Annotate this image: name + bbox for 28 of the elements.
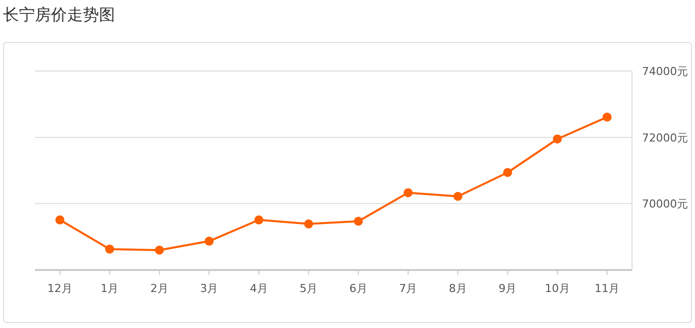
point bbox=[304, 219, 314, 228]
point bbox=[404, 188, 413, 198]
x-tick-label: 4月 bbox=[250, 282, 268, 295]
point bbox=[552, 134, 562, 144]
y-tick-label: 74000元 bbox=[642, 65, 688, 78]
y-tick-label: 72000元 bbox=[642, 131, 688, 144]
x-tick-label: 9月 bbox=[498, 282, 517, 295]
point bbox=[453, 192, 462, 201]
point bbox=[254, 215, 264, 224]
x-tick-label: 3月 bbox=[200, 282, 218, 295]
point bbox=[204, 236, 214, 246]
point bbox=[602, 112, 612, 122]
x-tick-label: 8月 bbox=[448, 282, 467, 295]
point bbox=[55, 215, 64, 224]
point bbox=[503, 168, 512, 177]
x-tick-label: 5月 bbox=[300, 282, 318, 295]
chart-title: 长宁房价走势图 bbox=[3, 5, 115, 24]
point bbox=[354, 216, 363, 226]
x-tick-label: 7月 bbox=[399, 282, 418, 295]
point bbox=[105, 244, 114, 254]
y-tick-label: 70000元 bbox=[642, 198, 688, 211]
x-tick-label: 6月 bbox=[349, 282, 368, 295]
point bbox=[154, 246, 164, 255]
x-tick-label: 1月 bbox=[100, 282, 119, 295]
x-tick-label: 12月 bbox=[47, 282, 72, 295]
x-tick-label: 2月 bbox=[150, 282, 168, 295]
x-tick-label: 11月 bbox=[594, 282, 620, 295]
x-tick-label: 10月 bbox=[544, 282, 570, 295]
